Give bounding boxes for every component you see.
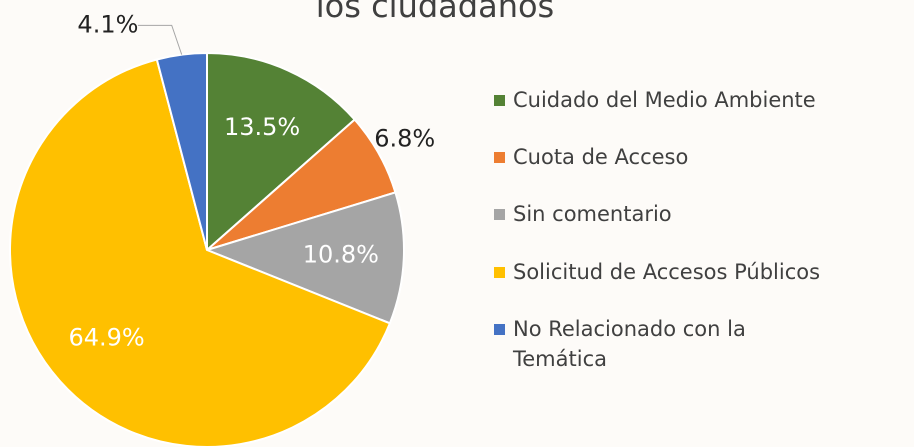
legend-item: Cuota de Acceso — [494, 142, 834, 172]
legend-item: Solicitud de Accesos Públicos — [494, 257, 834, 287]
data-label: 64.9% — [68, 324, 144, 352]
legend-item: Cuidado del Medio Ambiente — [494, 85, 834, 115]
legend-swatch — [494, 267, 505, 278]
pie-slice — [206, 51, 357, 253]
legend-label: Cuota de Acceso — [513, 145, 689, 169]
legend-item: No Relacionado con la Temática — [494, 314, 834, 374]
legend-swatch — [494, 95, 505, 106]
data-label: 6.8% — [374, 124, 435, 152]
chart-title: los ciudadanos — [316, 0, 554, 25]
legend-swatch — [494, 324, 505, 335]
pie-slice — [203, 191, 405, 325]
legend-label: No Relacionado con la Temática — [513, 317, 746, 371]
legend-label: Sin comentario — [513, 202, 672, 226]
legend-item: Sin comentario — [494, 199, 834, 229]
leader-line — [137, 24, 183, 55]
data-label: 4.1% — [77, 10, 138, 38]
legend-swatch — [494, 209, 505, 220]
legend-swatch — [494, 152, 505, 163]
legend-label: Cuidado del Medio Ambiente — [513, 88, 816, 112]
data-label: 13.5% — [224, 113, 300, 141]
data-label: 10.8% — [303, 241, 379, 269]
pie-slice — [9, 58, 392, 447]
pie-slice — [155, 51, 208, 251]
legend-label: Solicitud de Accesos Públicos — [513, 260, 821, 284]
